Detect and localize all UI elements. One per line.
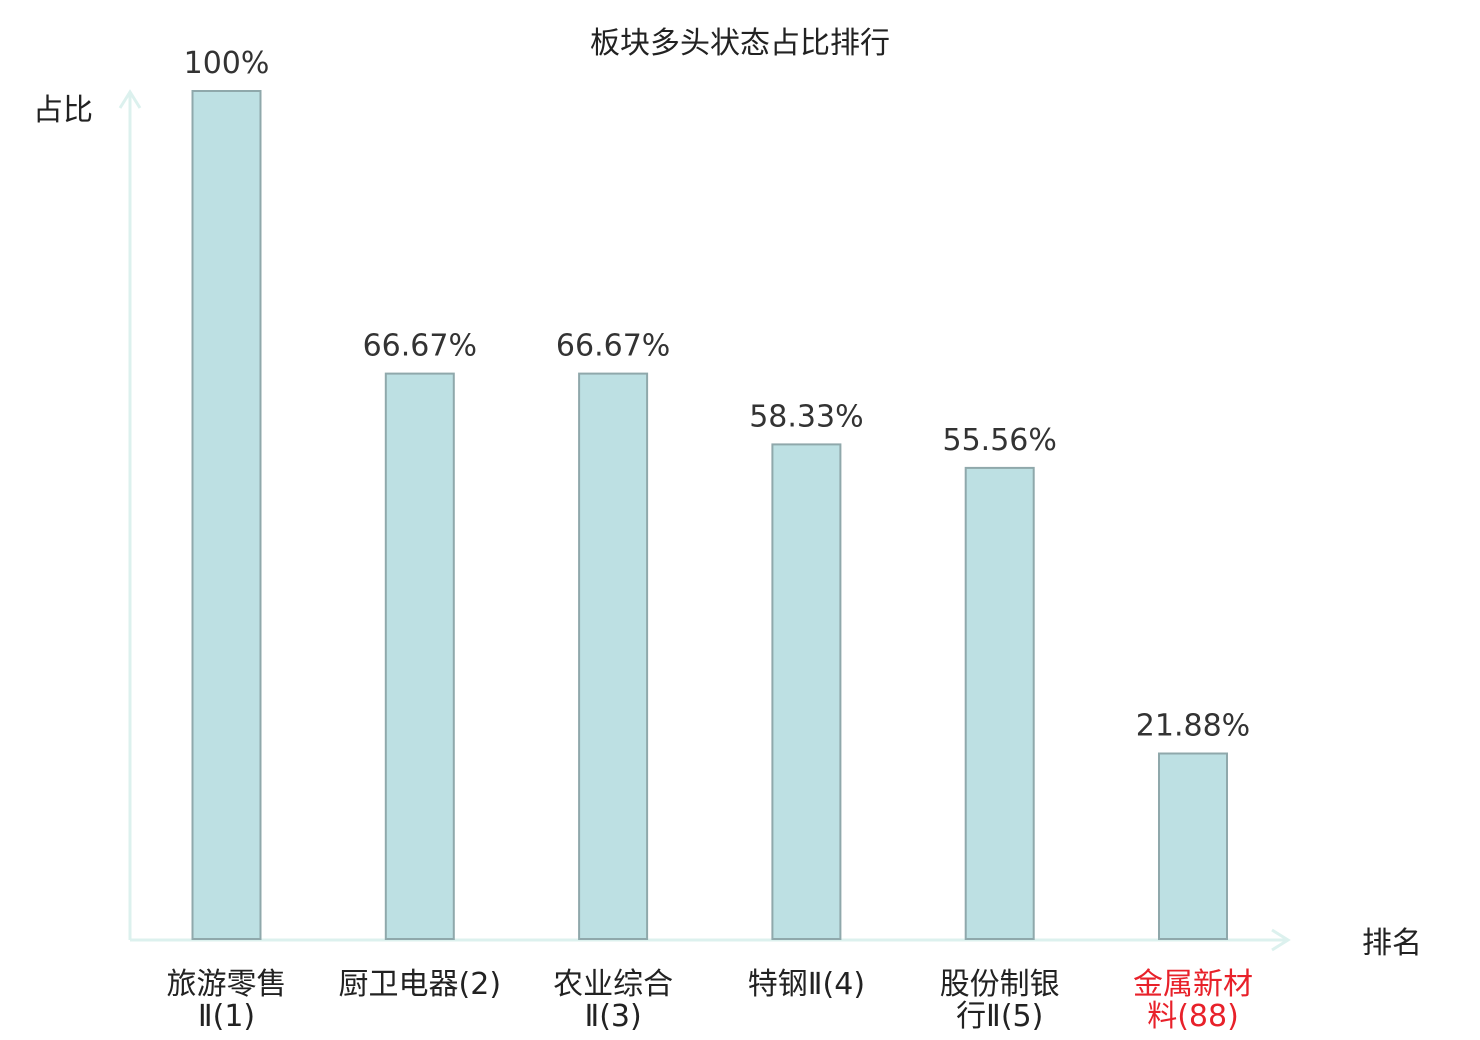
axes [118, 89, 1291, 952]
value-label-6: 21.88% [1136, 709, 1250, 744]
bar-5 [964, 466, 1035, 940]
value-label-2: 66.67% [363, 329, 477, 364]
bar-1 [191, 90, 262, 940]
value-labels-group: 100% 66.67% 66.67% 58.33% 55.56% 21.88% [184, 46, 1251, 744]
x-axis-arrow [1271, 928, 1291, 952]
bar-6 [1158, 752, 1228, 940]
chart-title: 板块多头状态占比排行 [590, 26, 890, 61]
category-labels-group: 旅游零售 Ⅱ(1) 厨卫电器(2) 农业综合 Ⅱ(3) 特钢Ⅱ(4) 股份制银行Ⅱ(5) 金属… [167, 967, 1254, 1034]
bar-4 [771, 443, 842, 940]
category-label-2: 厨卫电器(2) [339, 967, 502, 1002]
value-label-4: 58.33% [749, 399, 863, 434]
category-label-4: 特钢Ⅱ(4) [748, 967, 865, 1002]
x-axis-label: 排名 [1362, 926, 1422, 961]
y-axis-arrow [118, 89, 142, 109]
value-label-1: 100% [184, 46, 270, 81]
category-label-3: 农业综合 Ⅱ(3) [553, 967, 673, 1034]
category-label-5: 股份制银行Ⅱ(5) [940, 967, 1060, 1034]
y-axis-label: 占比 [33, 93, 93, 128]
bars-group [191, 90, 1228, 941]
category-label-6: 金属新材料(88) [1133, 967, 1253, 1034]
value-label-3: 66.67% [556, 329, 670, 364]
bar-2 [384, 372, 455, 941]
bar-3 [578, 372, 649, 941]
category-label-1: 旅游零售 Ⅱ(1) [167, 967, 287, 1034]
value-label-5: 55.56% [943, 423, 1057, 458]
